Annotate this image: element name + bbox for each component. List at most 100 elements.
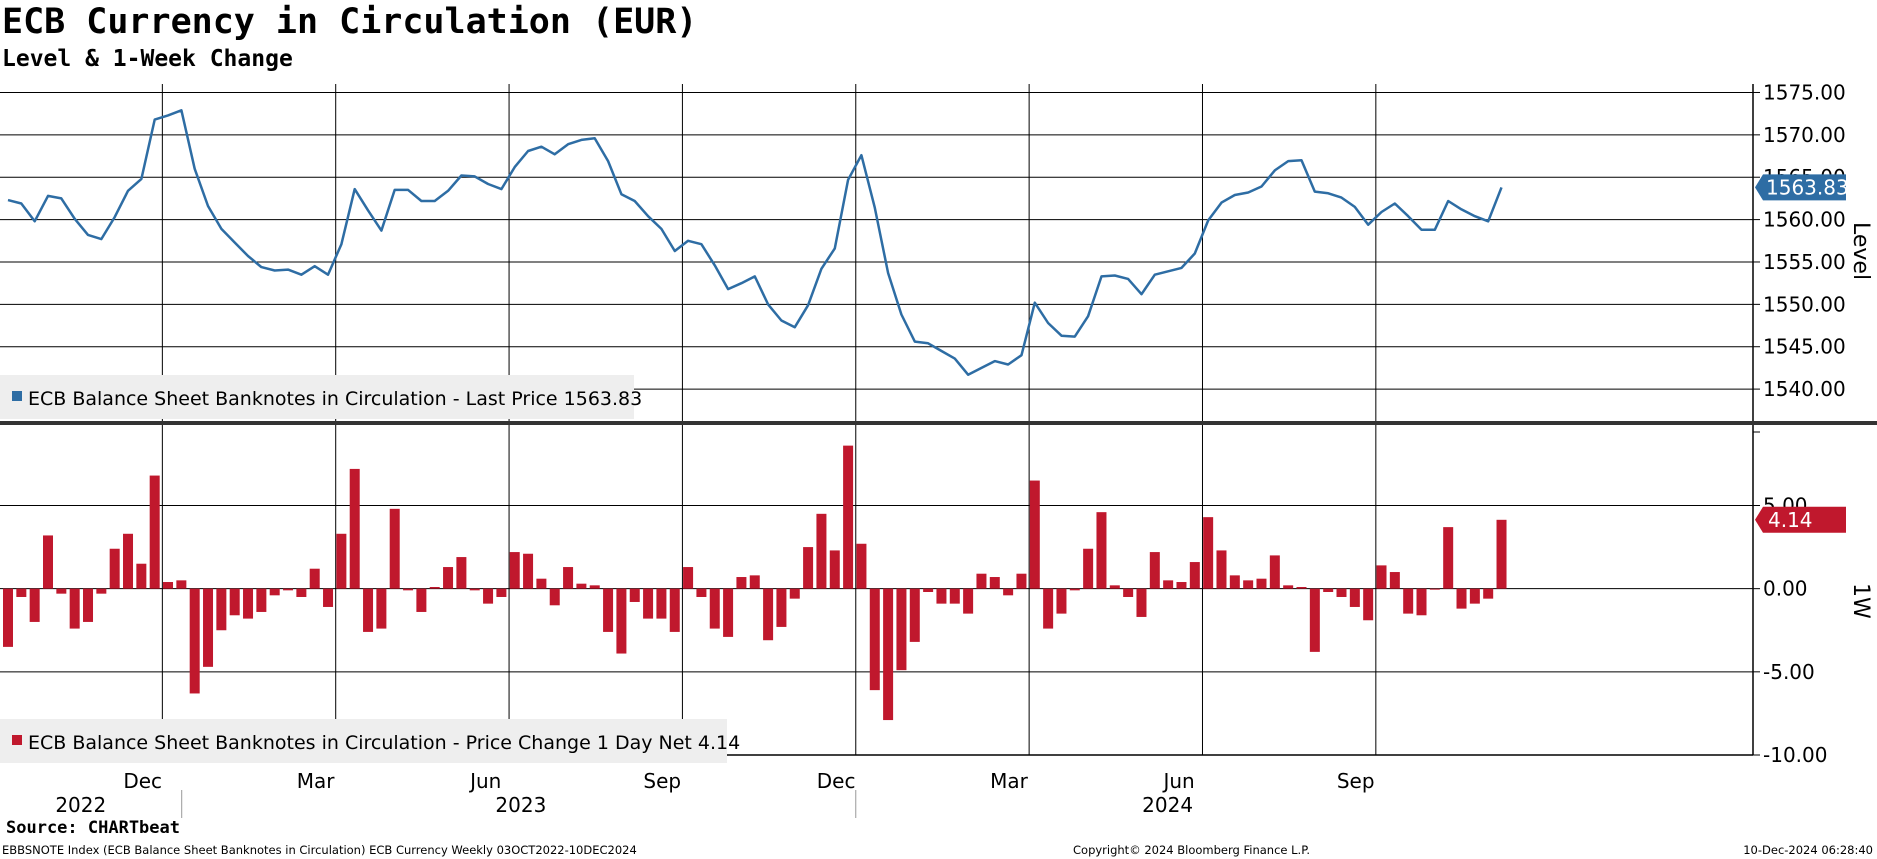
- last-level-value: 1563.83: [1766, 175, 1849, 199]
- copyright: Copyright© 2024 Bloomberg Finance L.P.: [1073, 843, 1310, 857]
- change-legend-box: [0, 719, 727, 763]
- change-bar: [376, 588, 387, 629]
- change-bar: [203, 588, 214, 667]
- bar-tick-label: -10.00: [1763, 743, 1827, 767]
- change-bar: [843, 445, 854, 589]
- change-bar: [243, 588, 254, 619]
- month-label: Sep: [1337, 769, 1375, 793]
- change-bar: [429, 587, 440, 589]
- change-bar: [976, 573, 987, 589]
- change-bar: [1229, 575, 1240, 589]
- change-bar: [749, 575, 760, 589]
- change-bar: [1443, 527, 1454, 589]
- level-line: [7, 109, 1503, 376]
- change-bar: [1336, 588, 1347, 597]
- change-bar: [416, 588, 427, 612]
- change-bar: [936, 588, 947, 604]
- change-bar: [563, 567, 574, 589]
- level-legend-box: [0, 375, 634, 419]
- change-bar: [1309, 588, 1320, 652]
- last-level-marker: [1755, 174, 1846, 201]
- change-bar: [616, 588, 627, 654]
- change-bar: [1176, 582, 1187, 589]
- change-bar: [709, 588, 720, 629]
- chart-title: ECB Currency in Circulation (EUR): [2, 2, 698, 42]
- change-bar: [189, 588, 200, 694]
- change-bar: [1429, 588, 1440, 590]
- year-label: 2024: [1142, 793, 1193, 817]
- change-bar: [1216, 550, 1227, 589]
- change-bar: [763, 588, 774, 641]
- change-bar: [656, 588, 667, 619]
- change-bar: [309, 568, 320, 589]
- change-bar: [1483, 588, 1494, 599]
- month-label: Jun: [1161, 769, 1194, 793]
- change-bar: [1469, 588, 1480, 604]
- change-bar: [96, 588, 107, 594]
- level-tick-label: 1555.00: [1763, 250, 1846, 274]
- change-bar: [29, 588, 40, 622]
- change-bar: [1203, 517, 1214, 589]
- change-bar: [1283, 585, 1294, 589]
- change-bar: [296, 588, 307, 597]
- change-bar: [216, 588, 227, 631]
- change-bar: [123, 533, 134, 589]
- change-bar: [1349, 588, 1360, 607]
- change-bar: [576, 583, 587, 589]
- change-bar: [589, 585, 600, 589]
- change-bar: [1056, 588, 1067, 614]
- level-axis-title: Level: [1848, 222, 1873, 280]
- timestamp: 10-Dec-2024 06:28:40: [1743, 843, 1873, 857]
- change-bar: [1363, 588, 1374, 621]
- change-bar: [1376, 565, 1387, 589]
- level-legend-text: ECB Balance Sheet Banknotes in Circulati…: [28, 388, 642, 410]
- change-bar: [43, 535, 54, 589]
- level-tick-label: 1575.00: [1763, 80, 1846, 104]
- change-bar: [3, 588, 13, 647]
- change-bar: [1243, 580, 1254, 589]
- bar-tick-label: -5.00: [1763, 660, 1815, 684]
- change-bar: [896, 588, 907, 671]
- change-bar: [923, 588, 934, 592]
- year-label: 2022: [55, 793, 106, 817]
- change-bar: [389, 508, 400, 589]
- change-bar: [696, 588, 707, 597]
- month-label: Mar: [990, 769, 1029, 793]
- change-bar: [536, 578, 547, 589]
- change-bar: [603, 588, 614, 632]
- change-bar: [149, 475, 160, 589]
- change-bar: [1256, 578, 1267, 589]
- change-bar: [1323, 588, 1334, 592]
- change-bar: [496, 588, 507, 597]
- change-bar: [256, 588, 267, 612]
- month-label: Mar: [297, 769, 336, 793]
- last-change-marker: [1755, 506, 1846, 533]
- change-bar: [909, 588, 920, 642]
- change-bar: [56, 588, 67, 594]
- change-bar: [629, 588, 640, 602]
- month-label: Jun: [468, 769, 501, 793]
- change-bar: [443, 567, 454, 589]
- change-bar: [456, 557, 467, 589]
- change-bar: [163, 582, 174, 589]
- change-bar: [776, 588, 787, 627]
- level-tick-label: 1540.00: [1763, 377, 1846, 401]
- level-tick-label: 1545.00: [1763, 335, 1846, 359]
- change-bar: [363, 588, 374, 632]
- change-bar: [269, 588, 280, 596]
- change-bar: [1123, 588, 1134, 597]
- last-change-value: 4.14: [1768, 508, 1813, 532]
- change-bar: [349, 468, 360, 589]
- bar-tick-label: 0.00: [1763, 577, 1808, 601]
- change-bar: [1189, 562, 1200, 589]
- change-bar: [1083, 548, 1094, 589]
- change-bar: [483, 588, 494, 604]
- change-bar: [856, 543, 867, 589]
- change-bar: [683, 567, 694, 589]
- change-legend-text: ECB Balance Sheet Banknotes in Circulati…: [28, 732, 740, 754]
- level-tick-label: 1560.00: [1763, 208, 1846, 232]
- change-bar: [1269, 555, 1280, 589]
- change-bar: [829, 550, 840, 589]
- change-bar: [789, 588, 800, 599]
